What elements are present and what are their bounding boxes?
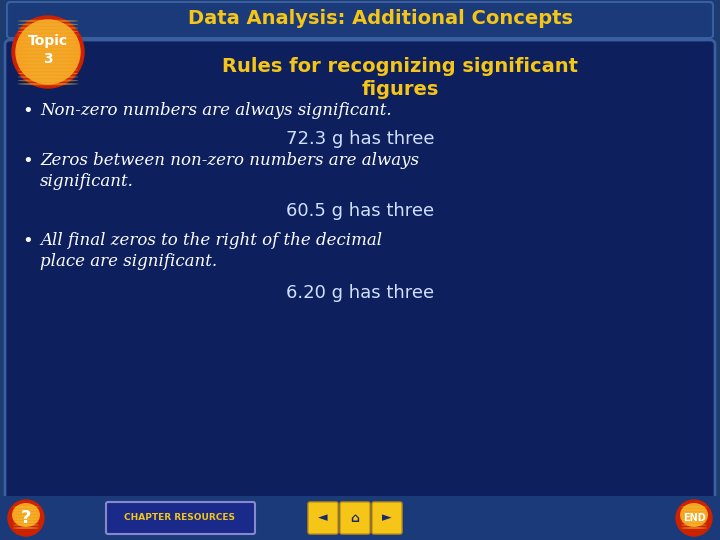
Ellipse shape [13,527,39,529]
Text: ◄: ◄ [318,511,328,524]
Ellipse shape [17,37,78,40]
Ellipse shape [681,518,707,520]
Ellipse shape [17,72,78,75]
Ellipse shape [13,521,39,523]
Ellipse shape [17,20,78,22]
Ellipse shape [680,503,708,527]
Circle shape [16,20,80,84]
Text: 6.20 g has three: 6.20 g has three [286,284,434,302]
Ellipse shape [681,512,707,514]
Text: ►: ► [382,511,392,524]
Text: 72.3 g has three: 72.3 g has three [286,130,434,148]
Text: END: END [683,513,706,523]
Ellipse shape [17,62,78,64]
Ellipse shape [681,524,707,526]
Ellipse shape [13,524,39,526]
Ellipse shape [17,79,78,82]
Ellipse shape [681,509,707,511]
Ellipse shape [12,503,40,527]
FancyBboxPatch shape [308,502,338,534]
Text: 60.5 g has three: 60.5 g has three [286,202,434,220]
FancyBboxPatch shape [7,2,713,38]
Text: Data Analysis: Additional Concepts: Data Analysis: Additional Concepts [187,10,572,29]
Circle shape [8,500,44,536]
Circle shape [676,500,712,536]
Text: •: • [22,102,32,120]
Text: Topic
3: Topic 3 [28,35,68,66]
Ellipse shape [17,55,78,57]
Ellipse shape [17,58,78,60]
Ellipse shape [17,48,78,50]
Circle shape [12,16,84,88]
Ellipse shape [13,506,39,508]
Ellipse shape [681,527,707,529]
Text: Non-zero numbers are always significant.: Non-zero numbers are always significant. [40,102,392,119]
Ellipse shape [17,51,78,54]
Ellipse shape [17,23,78,26]
Text: Zeros between non-zero numbers are always
significant.: Zeros between non-zero numbers are alway… [40,152,419,190]
Ellipse shape [17,40,78,43]
Ellipse shape [681,506,707,508]
FancyBboxPatch shape [340,502,370,534]
Text: •: • [22,232,32,250]
Ellipse shape [13,515,39,517]
Ellipse shape [17,27,78,29]
Ellipse shape [681,521,707,523]
Ellipse shape [681,515,707,517]
Text: ?: ? [21,509,31,527]
Ellipse shape [17,30,78,33]
Ellipse shape [17,33,78,36]
Text: CHAPTER RESOURCES: CHAPTER RESOURCES [125,514,235,523]
FancyBboxPatch shape [372,502,402,534]
Ellipse shape [13,512,39,514]
Ellipse shape [17,69,78,71]
Text: ⌂: ⌂ [351,511,359,524]
Text: Rules for recognizing significant
figures: Rules for recognizing significant figure… [222,57,578,99]
FancyBboxPatch shape [0,496,720,540]
Ellipse shape [17,76,78,78]
FancyBboxPatch shape [106,502,255,534]
Ellipse shape [13,509,39,511]
FancyBboxPatch shape [5,40,715,500]
Text: All final zeros to the right of the decimal
place are significant.: All final zeros to the right of the deci… [40,232,382,270]
Ellipse shape [17,65,78,68]
Ellipse shape [13,518,39,520]
Text: •: • [22,152,32,170]
Ellipse shape [17,44,78,47]
Ellipse shape [17,83,78,85]
